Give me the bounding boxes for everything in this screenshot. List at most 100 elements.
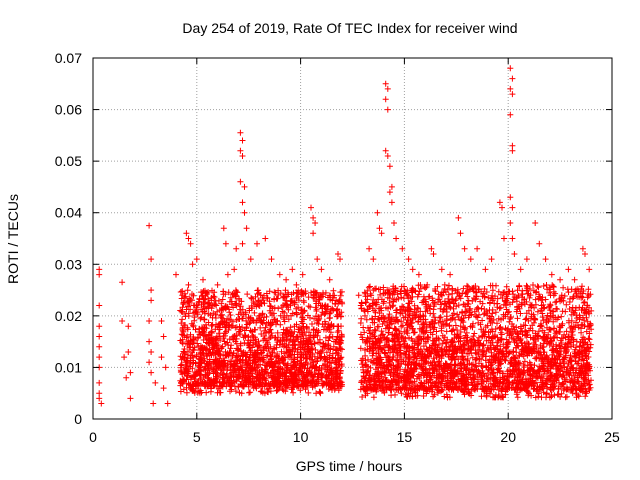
- data-point: [402, 335, 409, 342]
- data-point: [283, 293, 290, 300]
- data-point: [295, 382, 302, 389]
- data-point: [398, 356, 405, 363]
- data-point: [550, 284, 557, 290]
- data-point: [197, 331, 204, 338]
- data-point: [425, 334, 432, 341]
- data-point: [380, 284, 387, 291]
- data-point: [430, 355, 437, 362]
- data-point: [225, 322, 232, 329]
- data-point: [584, 291, 591, 297]
- data-point: [236, 297, 242, 303]
- data-point: [490, 381, 497, 388]
- data-point: [357, 331, 364, 338]
- data-point: [195, 343, 202, 350]
- data-point: [379, 321, 386, 327]
- data-point: [387, 381, 394, 388]
- data-point: [301, 373, 308, 380]
- data-point: [259, 310, 266, 317]
- data-point: [198, 314, 205, 321]
- data-point: [464, 282, 470, 289]
- data-point: [263, 313, 270, 320]
- data-point: [517, 377, 524, 384]
- data-point: [545, 331, 552, 338]
- data-point: [244, 291, 251, 298]
- data-point: [268, 256, 275, 263]
- data-point: [196, 325, 203, 332]
- data-point: [399, 310, 406, 317]
- data-point: [380, 362, 387, 369]
- data-point: [585, 335, 592, 342]
- data-point: [368, 358, 375, 365]
- data-point: [444, 384, 451, 391]
- data-point: [438, 352, 445, 359]
- data-point: [197, 349, 204, 356]
- data-point: [574, 378, 581, 385]
- data-point: [480, 290, 487, 297]
- data-point: [433, 328, 440, 335]
- data-point: [486, 307, 493, 313]
- data-point: [372, 335, 379, 342]
- data-point: [262, 324, 269, 331]
- data-point: [559, 381, 566, 388]
- data-point: [582, 352, 589, 359]
- data-point: [204, 360, 211, 367]
- data-point: [148, 287, 155, 294]
- data-point: [291, 359, 298, 366]
- data-point: [247, 389, 254, 396]
- data-point: [316, 296, 323, 303]
- data-point: [302, 361, 309, 368]
- data-point: [275, 360, 282, 367]
- data-point: [314, 358, 321, 364]
- data-point: [187, 382, 194, 389]
- data-point: [433, 335, 440, 342]
- data-point: [541, 368, 548, 375]
- data-point: [271, 304, 278, 311]
- data-point: [226, 306, 232, 313]
- data-point: [364, 346, 371, 353]
- data-point: [510, 323, 517, 330]
- data-point: [193, 371, 200, 378]
- data-point: [413, 365, 420, 372]
- data-point: [425, 379, 432, 386]
- data-point: [221, 304, 228, 311]
- data-point: [476, 369, 483, 376]
- data-point: [554, 306, 561, 313]
- data-point: [503, 283, 510, 290]
- data-point: [439, 308, 446, 315]
- data-point: [490, 366, 497, 373]
- data-point: [497, 329, 504, 336]
- data-point: [365, 284, 372, 291]
- data-point: [315, 313, 322, 320]
- data-point: [404, 330, 411, 337]
- data-point: [186, 361, 193, 367]
- data-point: [525, 389, 532, 396]
- data-point: [274, 329, 281, 336]
- data-point: [412, 287, 419, 294]
- data-point: [463, 367, 470, 374]
- data-point: [562, 394, 569, 401]
- data-point: [219, 343, 226, 350]
- data-point: [463, 329, 470, 336]
- data-point: [527, 286, 533, 292]
- data-point: [253, 375, 260, 382]
- data-point: [544, 363, 551, 370]
- data-point: [377, 286, 384, 293]
- data-point: [487, 362, 494, 369]
- data-point: [241, 327, 248, 334]
- data-point: [211, 301, 218, 308]
- data-point: [550, 283, 557, 290]
- data-point: [496, 325, 503, 331]
- data-point: [289, 310, 296, 317]
- data-point: [527, 325, 534, 332]
- data-point: [257, 379, 264, 385]
- data-point: [319, 372, 326, 379]
- data-point: [411, 356, 418, 362]
- data-point: [338, 309, 345, 316]
- data-point: [401, 328, 408, 335]
- data-point: [119, 318, 126, 324]
- data-point: [411, 329, 418, 336]
- data-point: [218, 344, 225, 351]
- data-point: [160, 385, 167, 392]
- data-point: [325, 386, 332, 392]
- data-point: [296, 341, 303, 348]
